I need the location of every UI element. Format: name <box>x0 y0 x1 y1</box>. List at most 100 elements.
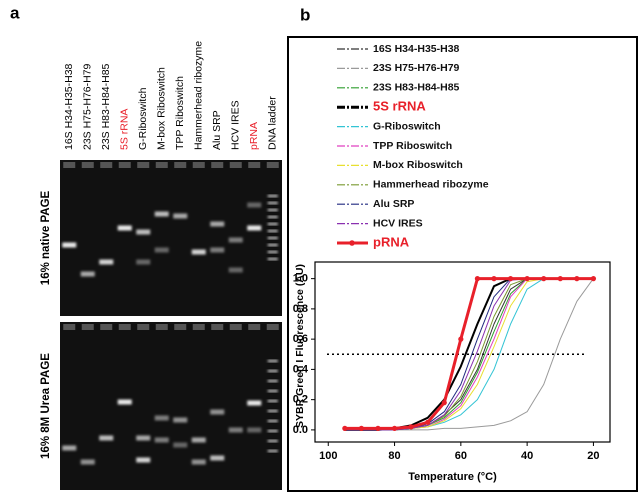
lane-label: Hammerhead ribozyme <box>193 41 205 150</box>
gel-band <box>154 415 169 421</box>
marker <box>541 276 547 282</box>
marker <box>474 276 481 282</box>
panel-frame <box>287 36 638 492</box>
legend-label: TPP Riboswitch <box>373 140 452 152</box>
ladder-band <box>267 244 278 246</box>
gel-band <box>99 435 114 441</box>
lane-label: G-Riboswitch <box>137 87 149 150</box>
gel-band <box>173 417 188 423</box>
gel-band <box>228 427 243 433</box>
gel-band <box>173 213 188 219</box>
x-tick-label: 20 <box>587 450 599 462</box>
well <box>229 162 242 168</box>
gel-band <box>136 457 151 463</box>
well <box>266 324 279 330</box>
marker <box>358 425 365 431</box>
well <box>229 324 242 330</box>
y-tick-label: 0.4 <box>293 363 309 375</box>
legend-label: Hammerhead ribozyme <box>373 179 489 191</box>
marker <box>342 425 348 431</box>
marker <box>458 336 464 342</box>
well <box>192 324 205 330</box>
legend-label: 16S H34-H35-H38 <box>373 43 460 55</box>
marker <box>524 276 530 282</box>
well <box>155 162 168 168</box>
well <box>118 324 131 330</box>
gel-band <box>210 221 225 227</box>
x-tick-label: 40 <box>521 450 533 462</box>
well <box>63 162 76 168</box>
ladder-band <box>267 223 278 225</box>
marker <box>408 424 414 430</box>
well <box>211 324 224 330</box>
well <box>137 324 150 330</box>
ladder-band <box>267 216 278 218</box>
ladder-band <box>267 410 278 412</box>
ladder-band <box>267 420 278 422</box>
gel-band <box>228 237 243 243</box>
lane-label: 23S H83-H84-H85 <box>100 63 112 150</box>
marker <box>375 425 381 431</box>
gel-band <box>154 437 169 443</box>
legend-label: 23S H83-H84-H85 <box>373 82 460 94</box>
well <box>100 162 113 168</box>
gel-band <box>210 247 225 253</box>
lane-label: 23S H75-H76-H79 <box>82 63 94 150</box>
gel-band <box>191 249 206 255</box>
marker <box>574 276 580 282</box>
ladder-band <box>267 251 278 253</box>
gel-band <box>210 455 225 461</box>
y-axis-title: SYBR Green I Fluorescence (AU) <box>294 264 306 428</box>
lane-label: M-box Riboswitch <box>156 67 168 150</box>
gel-band <box>117 399 132 405</box>
gel-band <box>191 437 206 443</box>
gel-band <box>62 242 77 248</box>
gel-band <box>210 409 225 415</box>
legend-marker <box>349 240 355 246</box>
gel-band <box>62 445 77 451</box>
well <box>137 162 150 168</box>
well <box>174 162 187 168</box>
ladder-band <box>267 209 278 211</box>
ladder-band <box>267 202 278 204</box>
gel-band <box>247 202 262 208</box>
legend-label: M-box Riboswitch <box>373 159 463 171</box>
well <box>63 324 76 330</box>
y-tick-label: 0.0 <box>293 424 308 436</box>
lane-label: 16S H34-H35-H38 <box>63 63 75 150</box>
ladder-band <box>267 440 278 442</box>
gel-band <box>173 442 188 448</box>
panel-label: b <box>300 5 310 24</box>
legend-label: 5S rRNA <box>373 99 426 114</box>
ladder-band <box>267 430 278 432</box>
x-tick-label: 60 <box>455 450 467 462</box>
well <box>118 162 131 168</box>
well <box>192 162 205 168</box>
gel-band <box>136 229 151 235</box>
ladder-band <box>267 370 278 372</box>
marker <box>507 276 514 282</box>
gel-band <box>117 225 132 231</box>
ladder-band <box>267 360 278 362</box>
gel-band <box>154 211 169 217</box>
marker <box>557 276 563 282</box>
lane-label: HCV IRES <box>230 100 242 150</box>
gel-image <box>60 322 282 490</box>
x-axis-title: Temperature (°C) <box>408 471 497 483</box>
marker <box>491 276 497 282</box>
marker <box>425 419 431 425</box>
gel-band <box>247 400 262 406</box>
y-tick-label: 1.0 <box>293 273 308 285</box>
well <box>266 162 279 168</box>
marker <box>441 400 447 406</box>
ladder-band <box>267 195 278 197</box>
well <box>248 324 261 330</box>
gel-band <box>228 267 243 273</box>
gel-band <box>99 259 114 265</box>
marker <box>391 425 398 431</box>
well <box>81 324 94 330</box>
gel-band <box>247 427 262 433</box>
y-tick-label: 0.2 <box>293 394 308 406</box>
well <box>248 162 261 168</box>
